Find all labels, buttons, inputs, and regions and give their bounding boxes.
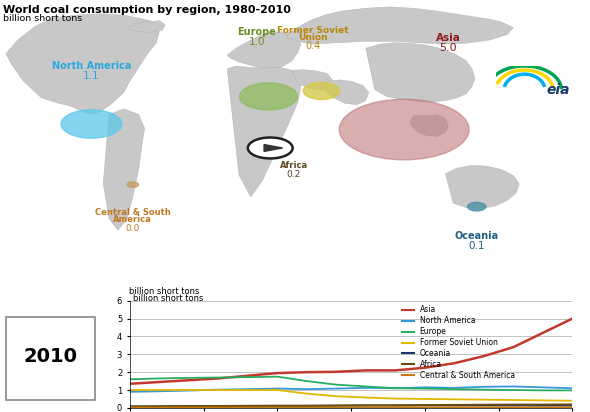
- Polygon shape: [264, 145, 283, 151]
- Circle shape: [248, 138, 293, 159]
- Circle shape: [127, 182, 139, 187]
- Polygon shape: [324, 80, 369, 105]
- Text: 5.0: 5.0: [440, 43, 457, 53]
- Circle shape: [339, 99, 469, 160]
- FancyBboxPatch shape: [6, 317, 94, 400]
- Text: Union: Union: [298, 33, 327, 42]
- Text: America: America: [113, 215, 152, 224]
- Circle shape: [240, 83, 297, 110]
- Text: 0.0: 0.0: [126, 224, 140, 233]
- Text: billion short tons: billion short tons: [129, 288, 200, 297]
- Text: billion short tons: billion short tons: [133, 294, 203, 303]
- Legend: Asia, North America, Europe, Former Soviet Union, Oceania, Africa, Central & Sou: Asia, North America, Europe, Former Sovi…: [399, 302, 518, 383]
- Text: 1.0: 1.0: [248, 37, 265, 47]
- Polygon shape: [227, 66, 301, 197]
- Text: 0.2: 0.2: [287, 170, 301, 179]
- Circle shape: [303, 82, 340, 100]
- Circle shape: [255, 137, 281, 150]
- Text: Central & South: Central & South: [95, 208, 171, 217]
- Polygon shape: [130, 21, 165, 32]
- Text: 0.1: 0.1: [468, 241, 485, 251]
- Text: World coal consumption by region, 1980-2010: World coal consumption by region, 1980-2…: [3, 5, 291, 15]
- Polygon shape: [410, 115, 448, 136]
- Circle shape: [61, 110, 122, 138]
- Text: North America: North America: [52, 61, 131, 71]
- Text: billion short tons: billion short tons: [3, 14, 82, 23]
- Text: Former Soviet: Former Soviet: [277, 26, 349, 35]
- Polygon shape: [6, 14, 159, 115]
- Polygon shape: [286, 7, 513, 44]
- Text: 0.4: 0.4: [305, 41, 320, 51]
- Polygon shape: [227, 32, 301, 69]
- Polygon shape: [366, 43, 475, 102]
- Text: 2010: 2010: [23, 347, 77, 366]
- Text: Asia: Asia: [436, 33, 461, 43]
- Text: Oceania: Oceania: [455, 231, 499, 241]
- Text: Africa: Africa: [280, 161, 308, 170]
- Text: Europe: Europe: [237, 27, 276, 37]
- Polygon shape: [292, 70, 333, 89]
- Circle shape: [467, 202, 486, 211]
- Polygon shape: [445, 165, 519, 208]
- Polygon shape: [103, 109, 145, 230]
- Text: eia: eia: [547, 83, 571, 97]
- Text: 1.1: 1.1: [83, 71, 100, 81]
